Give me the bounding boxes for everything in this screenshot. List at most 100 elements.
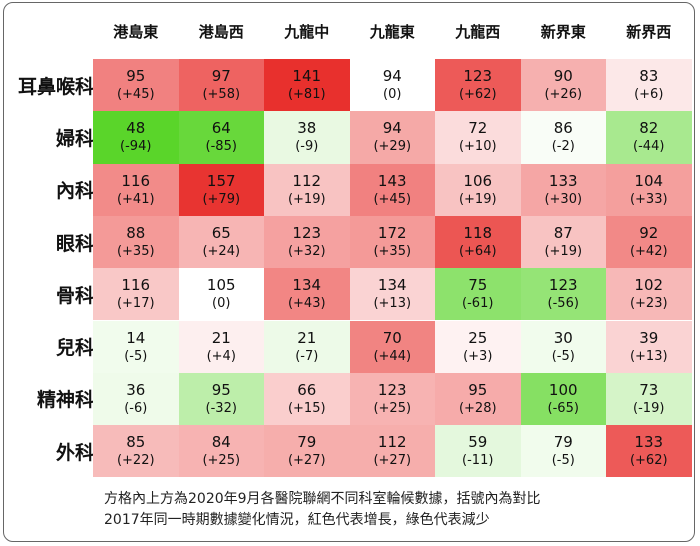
cell-change: (+79) xyxy=(202,191,241,207)
heatmap-cell: 133 (+62) xyxy=(606,425,692,478)
cell-change: (+33) xyxy=(629,191,668,207)
cell-change: (+25) xyxy=(202,453,241,469)
chart-frame: 港島東 港島西 九龍中 九龍東 九龍西 新界東 新界西 耳鼻喉科 婦科 內科 眼科 骨科 兒科 精神科外… xyxy=(3,2,695,542)
column-header: 新界西 xyxy=(626,23,672,41)
cell-value: 116 xyxy=(121,171,151,190)
cell-value: 100 xyxy=(548,380,578,399)
cell-value: 123 xyxy=(377,380,407,399)
cell-change: (+13) xyxy=(373,296,412,312)
heatmap-cell: 133 (+30) xyxy=(520,163,606,216)
cell-value: 73 xyxy=(639,380,659,399)
cell-change: (0) xyxy=(212,296,231,312)
cell-value: 72 xyxy=(468,119,488,138)
footnote-line-2: 2017年同一時期數據變化情況，紅色代表增長，綠色代表減少 xyxy=(104,512,490,528)
heatmap-cell: 21 (-7) xyxy=(264,320,350,373)
row-header: 婦科 xyxy=(55,127,94,150)
cell-value: 143 xyxy=(377,171,407,190)
cell-change: (+19) xyxy=(287,191,326,207)
cell-value: 104 xyxy=(634,171,664,190)
heatmap-cell: 79 (-5) xyxy=(520,425,606,478)
row-header: 骨科 xyxy=(55,284,94,307)
cell-value: 116 xyxy=(121,276,151,295)
heatmap-cell: 134 (+43) xyxy=(264,268,350,321)
heatmap-cell: 21 (+4) xyxy=(178,320,264,373)
heatmap-cell: 116 (+41) xyxy=(93,163,179,216)
heatmap-cell: 38 (-9) xyxy=(264,111,350,164)
cell-value: 133 xyxy=(634,433,664,452)
heatmap-cell: 66 (+15) xyxy=(264,372,350,426)
heatmap-cell: 157 (+79) xyxy=(178,163,264,216)
heatmap-cell: 70 (+44) xyxy=(349,320,435,373)
cell-value: 36 xyxy=(126,380,146,399)
cell-value: 157 xyxy=(206,171,236,190)
cell-value: 88 xyxy=(126,224,146,243)
row-header: 耳鼻喉科 xyxy=(17,75,94,98)
row-header: 外科 xyxy=(55,441,94,464)
cell-change: (-56) xyxy=(547,296,579,312)
row-header: 精神科 xyxy=(36,389,94,412)
cell-value: 112 xyxy=(377,433,407,452)
cell-change: (+24) xyxy=(202,244,241,260)
heatmap-cell: 90 (+26) xyxy=(520,59,606,112)
heatmap-cell: 14 (-5) xyxy=(93,320,179,373)
heatmap-cell: 95 (+45) xyxy=(93,59,179,112)
heatmap-cell: 105 (0) xyxy=(178,268,264,321)
cell-value: 123 xyxy=(463,67,493,86)
cell-value: 106 xyxy=(463,171,493,190)
heatmap-cell: 95 (+28) xyxy=(435,372,521,426)
cell-change: (-19) xyxy=(633,400,665,416)
cell-change: (+43) xyxy=(287,296,326,312)
cell-value: 141 xyxy=(292,67,322,86)
cell-change: (+64) xyxy=(458,244,497,260)
cell-value: 94 xyxy=(382,119,402,138)
cell-value: 92 xyxy=(639,224,659,243)
heatmap-cell: 84 (+25) xyxy=(178,425,264,478)
heatmap-cell: 95 (-32) xyxy=(178,372,264,426)
cell-change: (+42) xyxy=(629,244,668,260)
cell-change: (+35) xyxy=(373,244,412,260)
heatmap-cell: 30 (-5) xyxy=(520,320,606,373)
heatmap-cell: 88 (+35) xyxy=(93,215,179,269)
cell-change: (-65) xyxy=(547,400,579,416)
cell-value: 95 xyxy=(126,67,146,86)
cell-value: 86 xyxy=(553,119,573,138)
cell-value: 134 xyxy=(377,276,407,295)
cell-value: 95 xyxy=(468,380,488,399)
cell-change: (+4) xyxy=(206,348,236,364)
column-header: 九龍中 xyxy=(284,23,330,41)
cell-change: (-94) xyxy=(120,139,152,155)
cell-value: 82 xyxy=(639,119,659,138)
cell-value: 102 xyxy=(634,276,664,295)
cell-value: 90 xyxy=(553,67,573,86)
cell-value: 79 xyxy=(553,433,573,452)
cell-change: (+41) xyxy=(116,191,155,207)
heatmap-cell: 123 (+62) xyxy=(435,59,521,112)
cell-change: (+15) xyxy=(287,400,326,416)
heatmap-cell: 104 (+33) xyxy=(606,163,692,216)
heatmap-cell: 73 (-19) xyxy=(606,372,692,426)
cell-value: 39 xyxy=(639,328,659,347)
footnote: 方格內上方為2020年9月各醫院聯網不同科室輪候數據，括號內為對比 2017年同… xyxy=(104,489,664,531)
heatmap-cell: 102 (+23) xyxy=(606,268,692,321)
row-header: 兒科 xyxy=(55,337,94,360)
heatmap-cell: 72 (+10) xyxy=(435,111,521,164)
cell-value: 133 xyxy=(548,171,578,190)
heatmap-cell: 36 (-6) xyxy=(93,372,179,426)
cell-change: (+45) xyxy=(116,87,155,103)
cell-change: (-11) xyxy=(462,453,494,469)
cell-value: 59 xyxy=(468,433,488,452)
heatmap-cell: 65 (+24) xyxy=(178,215,264,269)
cell-change: (+62) xyxy=(629,453,668,469)
cell-change: (+13) xyxy=(629,348,668,364)
heatmap-cell: 86 (-2) xyxy=(520,111,606,164)
cell-value: 85 xyxy=(126,433,146,452)
cell-change: (+10) xyxy=(458,139,497,155)
cell-change: (-32) xyxy=(205,400,237,416)
heatmap-cell: 64 (-85) xyxy=(178,111,264,164)
cell-value: 75 xyxy=(468,276,488,295)
cell-value: 83 xyxy=(639,67,659,86)
cell-value: 65 xyxy=(211,224,231,243)
cell-change: (+32) xyxy=(287,244,326,260)
column-header: 港島東 xyxy=(113,23,159,41)
cell-value: 14 xyxy=(126,328,146,347)
